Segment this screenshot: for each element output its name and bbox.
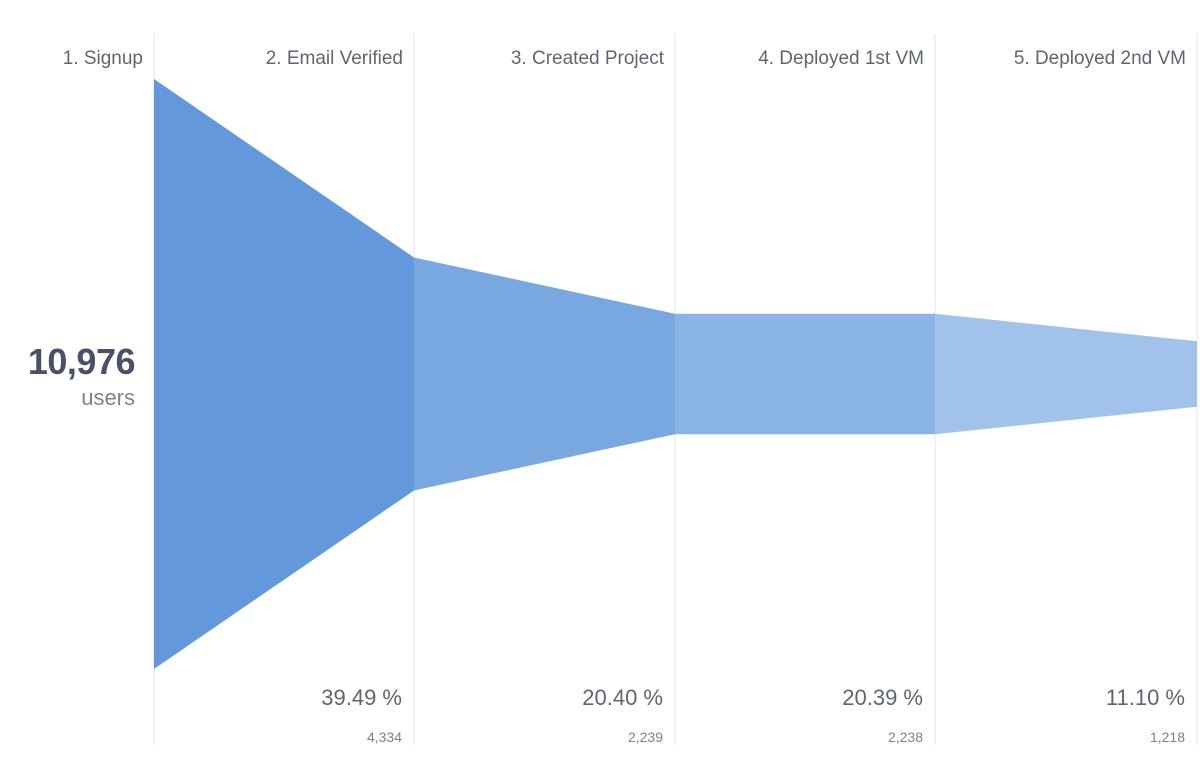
total-users-unit: users	[81, 385, 135, 410]
funnel-segments	[154, 79, 1197, 669]
total-users: 10,976 users	[28, 341, 136, 410]
step-count-5: 1,218	[1150, 729, 1185, 745]
step-percent-5: 11.10 %	[1106, 685, 1185, 710]
step-label-1: 1. Signup	[63, 48, 143, 69]
funnel-segment-1[interactable]	[154, 79, 414, 669]
step-labels: 1. Signup 2. Email Verified 39.49 % 4,334 3.…	[63, 48, 1186, 745]
step-count-4: 2,238	[888, 729, 923, 745]
step-percent-4: 20.39 %	[842, 685, 923, 710]
funnel-segment-2[interactable]	[414, 257, 675, 491]
funnel-segment-4[interactable]	[935, 313, 1197, 435]
step-percent-2: 39.49 %	[321, 685, 402, 710]
funnel-segment-3[interactable]	[675, 313, 935, 435]
step-percent-3: 20.40 %	[582, 685, 663, 710]
step-count-2: 4,334	[367, 729, 402, 745]
step-label-5: 5. Deployed 2nd VM	[1014, 48, 1186, 69]
step-label-4: 4. Deployed 1st VM	[758, 48, 924, 69]
step-label-2: 2. Email Verified	[266, 48, 403, 69]
step-count-3: 2,239	[628, 729, 663, 745]
total-users-value: 10,976	[28, 341, 135, 382]
step-label-3: 3. Created Project	[511, 48, 665, 69]
